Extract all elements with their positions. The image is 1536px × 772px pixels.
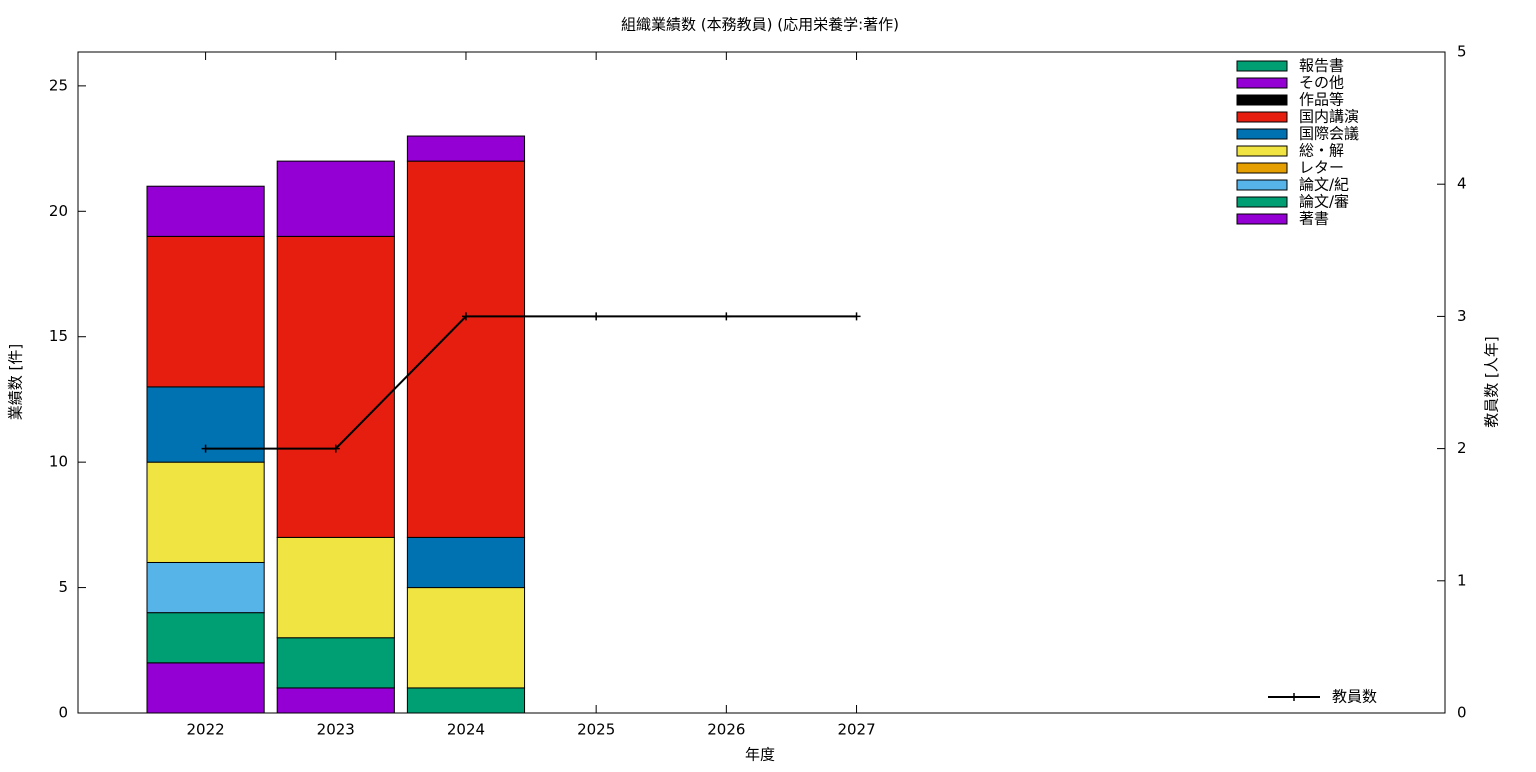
- legend-swatch: [1236, 162, 1288, 174]
- legend-label: 著書: [1299, 210, 1329, 228]
- bar-segment: [146, 185, 265, 237]
- bar-segment: [276, 235, 395, 538]
- bar-segment: [406, 536, 526, 589]
- bar-segment: [406, 160, 526, 538]
- bar-segment: [146, 235, 265, 388]
- x-tick-label: 2026: [707, 721, 745, 739]
- y-tick-label: 15: [49, 327, 68, 345]
- bar-segment: [146, 561, 265, 614]
- x-axis-label: 年度: [745, 746, 775, 764]
- chart-title: 組織業績数 (本務教員) (応用栄養学:著作): [621, 16, 899, 34]
- legend-swatch: [1236, 196, 1288, 208]
- y-tick-label: 20: [49, 202, 68, 220]
- bar-segment: [146, 461, 265, 563]
- y-axis-label: 業績数 [件]: [7, 344, 25, 420]
- line-point: [461, 312, 470, 321]
- y2-tick-label: 5: [1457, 43, 1467, 61]
- y2-tick-label: 3: [1457, 307, 1467, 325]
- legend-label: 国際会議: [1299, 125, 1359, 143]
- y-tick-label: 25: [49, 76, 68, 94]
- y-tick-label: 0: [58, 704, 68, 722]
- x-tick-label: 2027: [837, 721, 875, 739]
- legend-swatch: [1236, 77, 1288, 89]
- line-point: [722, 312, 731, 321]
- bar-segment: [276, 160, 395, 237]
- bar-segment: [406, 687, 526, 714]
- legend-label: 教員数: [1332, 688, 1377, 706]
- legend-label: 論文/紀: [1299, 176, 1349, 194]
- bar-segment: [276, 687, 395, 714]
- bar-segment: [146, 662, 265, 714]
- legend-label: 報告書: [1299, 57, 1344, 75]
- legend-label: 作品等: [1299, 91, 1344, 109]
- legend-label: 総・解: [1299, 142, 1344, 160]
- y-tick-label: 5: [58, 578, 68, 596]
- legend-swatch: [1236, 60, 1288, 72]
- legend-swatch: [1236, 128, 1288, 140]
- legend-label: 国内講演: [1299, 108, 1359, 126]
- legend-swatch: [1236, 94, 1288, 106]
- x-tick-label: 2022: [186, 721, 224, 739]
- line: [205, 315, 857, 450]
- legend-label: レター: [1299, 159, 1344, 177]
- line-point: [201, 444, 210, 453]
- y-tick-label: 10: [49, 453, 68, 471]
- line-point: [331, 444, 340, 453]
- bar-segment: [406, 587, 526, 689]
- y2-axis-label: 教員数 [人年]: [1483, 336, 1501, 427]
- legend-swatch: [1236, 145, 1288, 157]
- y2-tick-label: 4: [1457, 175, 1467, 193]
- bar-segment: [406, 135, 526, 162]
- plot-frame: [77, 51, 1446, 714]
- bar-segment: [276, 536, 395, 639]
- bar-segment: [276, 637, 395, 689]
- y2-tick-label: 1: [1457, 571, 1467, 589]
- x-tick-label: 2023: [317, 721, 355, 739]
- legend-label: その他: [1299, 74, 1344, 92]
- x-tick-label: 2025: [577, 721, 615, 739]
- line-point: [592, 312, 601, 321]
- line-point: [852, 312, 861, 321]
- legend-label: 論文/審: [1299, 193, 1349, 211]
- y2-tick-label: 2: [1457, 439, 1467, 457]
- y2-tick-label: 0: [1457, 704, 1467, 722]
- legend-swatch: [1236, 111, 1288, 123]
- legend-swatch: [1236, 213, 1288, 225]
- legend-swatch: [1236, 179, 1288, 191]
- x-tick-label: 2024: [447, 721, 485, 739]
- bar-segment: [146, 612, 265, 664]
